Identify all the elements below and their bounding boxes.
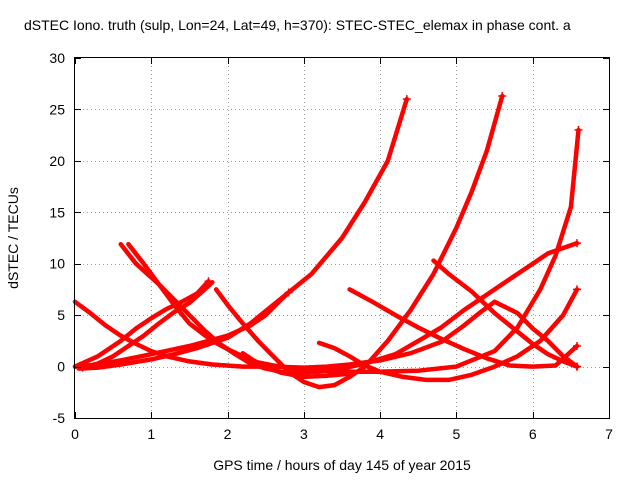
series-line-8 bbox=[213, 93, 505, 390]
series-end-marker bbox=[498, 92, 507, 101]
series-line-1 bbox=[72, 96, 410, 369]
plot-frame bbox=[74, 57, 610, 419]
series-end-marker bbox=[345, 369, 354, 378]
x-tick-label: 7 bbox=[605, 426, 613, 442]
y-axis-label: dSTEC / TECUs bbox=[5, 187, 21, 289]
y-tick-label: 25 bbox=[49, 101, 65, 117]
series-line-4 bbox=[118, 240, 580, 375]
series-end-marker bbox=[284, 288, 293, 297]
x-tick-label: 1 bbox=[147, 426, 155, 442]
series-end-marker bbox=[572, 285, 581, 294]
ticks: 0 1 2 3 4 5 6 7 -5 0 5 10 15 20 25 30 bbox=[49, 50, 613, 442]
x-tick-label: 4 bbox=[376, 426, 384, 442]
series-end-marker bbox=[572, 239, 581, 248]
plot-area bbox=[72, 92, 583, 390]
series-end-marker bbox=[572, 342, 581, 350]
x-tick-label: 3 bbox=[300, 426, 308, 442]
series-line-3 bbox=[126, 127, 581, 374]
series-line-11 bbox=[431, 258, 580, 369]
y-tick-label: 20 bbox=[49, 153, 65, 169]
series-line-7 bbox=[80, 279, 215, 370]
y-tick-label: 0 bbox=[57, 359, 65, 375]
x-tick-label: 2 bbox=[224, 426, 232, 442]
x-tick-label: 0 bbox=[71, 426, 79, 442]
series-line-5 bbox=[72, 299, 580, 370]
x-tick-label: 6 bbox=[529, 426, 537, 442]
series-line-2 bbox=[76, 290, 291, 371]
x-axis-label: GPS time / hours of day 145 of year 2015 bbox=[213, 457, 471, 473]
y-tick-label: -5 bbox=[53, 410, 66, 426]
chart-title: dSTEC Iono. truth (sulp, Lon=24, Lat=49,… bbox=[24, 17, 571, 33]
y-tick-label: 5 bbox=[57, 307, 65, 323]
series-end-marker bbox=[572, 362, 581, 371]
y-tick-label: 15 bbox=[49, 204, 65, 220]
series-line-12 bbox=[240, 350, 352, 380]
series-line-10 bbox=[347, 287, 580, 369]
y-tick-label: 10 bbox=[49, 256, 65, 272]
y-tick-label: 30 bbox=[49, 50, 65, 66]
series-end-marker bbox=[402, 95, 411, 104]
series-end-marker bbox=[574, 126, 583, 134]
series-line-9 bbox=[316, 287, 580, 383]
x-tick-label: 5 bbox=[453, 426, 461, 442]
series-line-6 bbox=[72, 278, 211, 369]
